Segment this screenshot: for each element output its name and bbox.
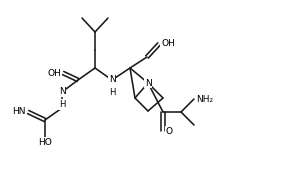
Text: NH₂: NH₂ bbox=[196, 94, 213, 103]
Text: N: N bbox=[109, 75, 115, 85]
Text: H: H bbox=[59, 100, 65, 109]
Text: HO: HO bbox=[38, 138, 52, 147]
Text: N: N bbox=[145, 79, 151, 88]
Text: OH: OH bbox=[47, 68, 61, 78]
Text: HN: HN bbox=[12, 107, 26, 117]
Text: N: N bbox=[59, 88, 65, 96]
Text: OH: OH bbox=[161, 40, 175, 48]
Text: O: O bbox=[166, 127, 173, 135]
Text: H: H bbox=[109, 88, 115, 97]
